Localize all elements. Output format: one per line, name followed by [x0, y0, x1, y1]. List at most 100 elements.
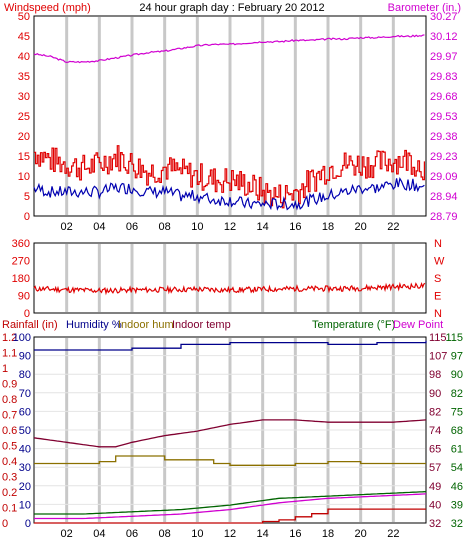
direction-ytick-label: 90: [18, 291, 30, 303]
indoor-temp-ytick-label: 40: [429, 499, 441, 511]
indoor-temp-ytick-label: 32: [429, 518, 441, 530]
wind-ytick-label: 20: [18, 131, 30, 143]
indoor-temp-line: [33, 419, 427, 448]
wind-xtick-label: 06: [126, 221, 138, 233]
indoor-temp-ytick-label: 49: [429, 481, 441, 493]
temperature-ytick-label: 75: [451, 406, 463, 418]
wind-ytick-label: 5: [24, 191, 30, 203]
wind-direction-line: [33, 281, 426, 296]
indoor-temp-ytick-label: 115: [429, 332, 447, 344]
humidity-ytick-label: 30: [19, 462, 31, 474]
temperature-ytick-label: 82: [451, 388, 463, 400]
temperature-ytick-label: 90: [451, 369, 463, 381]
temperature-ytick-label: 97: [451, 351, 463, 363]
wind-xtick-label: 16: [289, 221, 301, 233]
rainfall-ytick-label: 0.9: [2, 379, 17, 391]
wind-ytick-label: 35: [18, 71, 30, 83]
baro-ytick-label: 29.23: [430, 151, 458, 163]
compass-tick-label: E: [434, 291, 441, 303]
wind-ytick-label: 40: [18, 51, 30, 63]
humidity-ytick-label: 0: [25, 518, 31, 530]
chart-title: 24 hour graph day : February 20 2012: [139, 2, 324, 14]
rainfall-ytick-label: 1.1: [2, 348, 17, 360]
indoor-hum-axis-label: Indoor hum: [118, 319, 174, 331]
rainfall-ytick-label: 0.3: [2, 472, 17, 484]
humidity-ytick-label: 80: [19, 369, 31, 381]
temperature-xtick-label: 02: [61, 528, 73, 540]
wind-xtick-label: 22: [387, 221, 399, 233]
baro-ytick-label: 29.68: [430, 91, 458, 103]
windspeed-average-line: [33, 176, 425, 211]
temperature-ytick-label: 32: [451, 518, 463, 530]
temperature-ytick-label: 68: [451, 425, 463, 437]
indoor-temp-ytick-label: 82: [429, 406, 441, 418]
temperature-xtick-label: 12: [224, 528, 236, 540]
humidity-ytick-label: 10: [19, 499, 31, 511]
wind-ytick-label: 45: [18, 31, 30, 43]
wind-panel: 0 5 10 15 20 25 30 35 40 45 50 28.79 28.94 29.09 29.23…: [18, 11, 458, 233]
wind-ytick-label: 15: [18, 151, 30, 163]
wind-ytick-label: 10: [18, 171, 30, 183]
temperature-ytick-label: 46: [451, 481, 463, 493]
humidity-ytick-label: 90: [19, 351, 31, 363]
temperature-xtick-label: 18: [322, 528, 334, 540]
humidity-ytick-label: 20: [19, 481, 31, 493]
compass-tick-label: N: [434, 238, 442, 250]
rainfall-ytick-label: 0.4: [2, 456, 17, 468]
barometer-line: [33, 34, 425, 64]
wind-ytick-label: 50: [18, 11, 30, 23]
rainfall-ytick-label: 0.2: [2, 487, 17, 499]
direction-ytick-label: 180: [12, 273, 30, 285]
rainfall-line: [34, 508, 426, 524]
rainfall-ytick-label: 0.7: [2, 410, 17, 422]
baro-ytick-label: 28.79: [430, 211, 458, 223]
temperature-axis-label: Temperature (°F): [312, 319, 395, 331]
indoor-temp-ytick-label: 107: [429, 351, 447, 363]
temperature-ytick-label: 61: [451, 444, 463, 456]
compass-tick-label: N: [434, 308, 442, 320]
rainfall-ytick-label: 1.2: [2, 332, 17, 344]
humidity-ytick-label: 60: [19, 406, 31, 418]
temperature-xtick-label: 04: [93, 528, 105, 540]
humidity-ytick-label: 50: [19, 425, 31, 437]
wind-xtick-label: 12: [224, 221, 236, 233]
baro-ytick-label: 29.97: [430, 51, 458, 63]
humidity-ytick-label: 100: [13, 332, 31, 344]
rainfall-ytick-label: 0.8: [2, 394, 17, 406]
windspeed-gust-line: [34, 145, 425, 209]
wind-ytick-label: 25: [18, 111, 30, 123]
baro-ytick-label: 29.38: [430, 131, 458, 143]
humidity-ytick-label: 70: [19, 388, 31, 400]
compass-tick-label: S: [434, 273, 441, 285]
dew-point-axis-label: Dew Point: [393, 319, 443, 331]
wind-ytick-label: 30: [18, 91, 30, 103]
compass-tick-label: W: [434, 256, 445, 268]
temperature-xtick-label: 22: [387, 528, 399, 540]
indoor-temp-ytick-label: 57: [429, 462, 441, 474]
baro-ytick-label: 28.94: [430, 191, 458, 203]
temperature-xtick-label: 20: [355, 528, 367, 540]
direction-ytick-label: 360: [12, 238, 30, 250]
wind-xtick-label: 04: [93, 221, 105, 233]
humidity-line: [34, 340, 427, 351]
rainfall-ytick-label: 0.6: [2, 425, 17, 437]
wind-xtick-label: 14: [257, 221, 269, 233]
temperature-ytick-label: 39: [451, 499, 463, 511]
barometer-axis-label: Barometer (in.): [388, 2, 461, 14]
indoor-temp-ytick-label: 98: [429, 369, 441, 381]
temperature-xtick-label: 10: [191, 528, 203, 540]
direction-ytick-label: 0: [24, 308, 30, 320]
baro-ytick-label: 29.83: [430, 71, 458, 83]
temperature-ytick-label: 54: [451, 462, 463, 474]
rainfall-ytick-label: 0: [2, 518, 8, 530]
indoor-humidity-line: [34, 455, 426, 466]
indoor-temp-axis-label: Indoor temp: [172, 319, 231, 331]
temperature-ytick-label: 115: [445, 332, 463, 344]
temperature-xtick-label: 08: [159, 528, 171, 540]
direction-ytick-label: 270: [12, 256, 30, 268]
wind-xtick-label: 20: [355, 221, 367, 233]
indoor-temp-ytick-label: 74: [429, 425, 441, 437]
